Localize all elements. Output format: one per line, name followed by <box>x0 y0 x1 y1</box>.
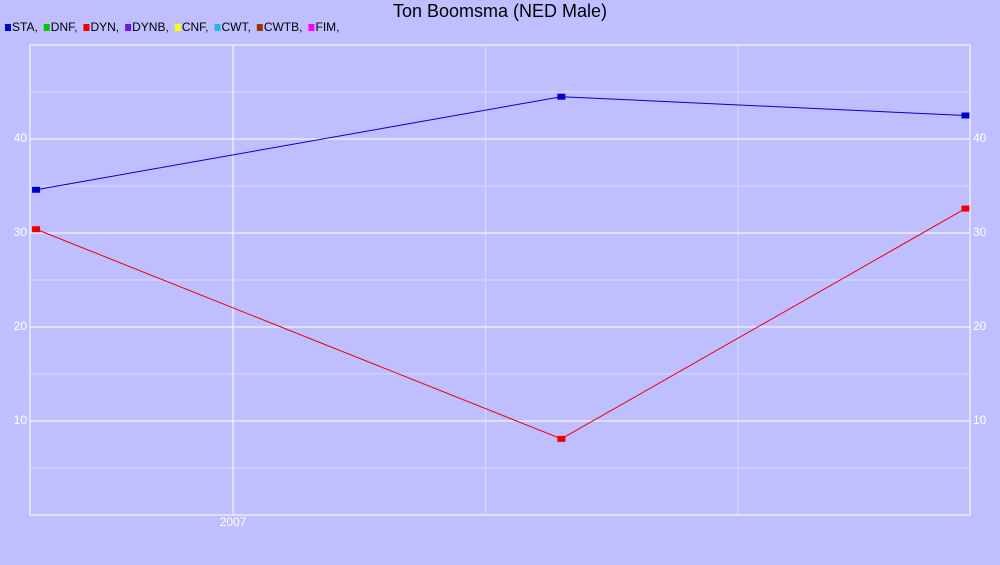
data-point <box>961 112 970 119</box>
y2-tick-label: 40 <box>973 131 987 145</box>
legend-swatch <box>125 24 132 31</box>
data-point <box>557 93 566 100</box>
data-point <box>961 205 970 212</box>
legend-label: CNF, <box>182 20 209 34</box>
legend-label: DYN, <box>90 20 119 34</box>
legend-label: DNF, <box>51 20 78 34</box>
legend-swatch <box>214 24 221 31</box>
legend-swatch <box>174 24 181 31</box>
legend-swatch <box>256 24 263 31</box>
legend-swatch <box>308 24 315 31</box>
y2-tick-label: 20 <box>973 319 987 333</box>
legend-swatch <box>83 24 90 31</box>
data-point <box>557 435 566 442</box>
legend-label: CWT, <box>221 20 250 34</box>
legend-label: FIM, <box>315 20 339 34</box>
legend-swatch <box>5 24 11 31</box>
y-tick-label: 20 <box>14 319 28 333</box>
y-tick-label: 10 <box>14 413 28 427</box>
data-point <box>32 226 41 233</box>
y2-tick-label: 30 <box>973 225 987 239</box>
x-tick-label: 2007 <box>220 515 247 529</box>
legend-label: STA, <box>12 20 38 34</box>
legend-label: CWTB, <box>264 20 303 34</box>
legend-label: DYNB, <box>132 20 169 34</box>
data-point <box>32 186 41 193</box>
y-tick-label: 30 <box>14 225 28 239</box>
plot-frame <box>29 44 971 516</box>
chart-title: Ton Boomsma (NED Male) <box>393 1 607 21</box>
y2-tick-label: 10 <box>973 413 987 427</box>
legend-swatch <box>43 24 50 31</box>
y-tick-label: 40 <box>14 131 28 145</box>
